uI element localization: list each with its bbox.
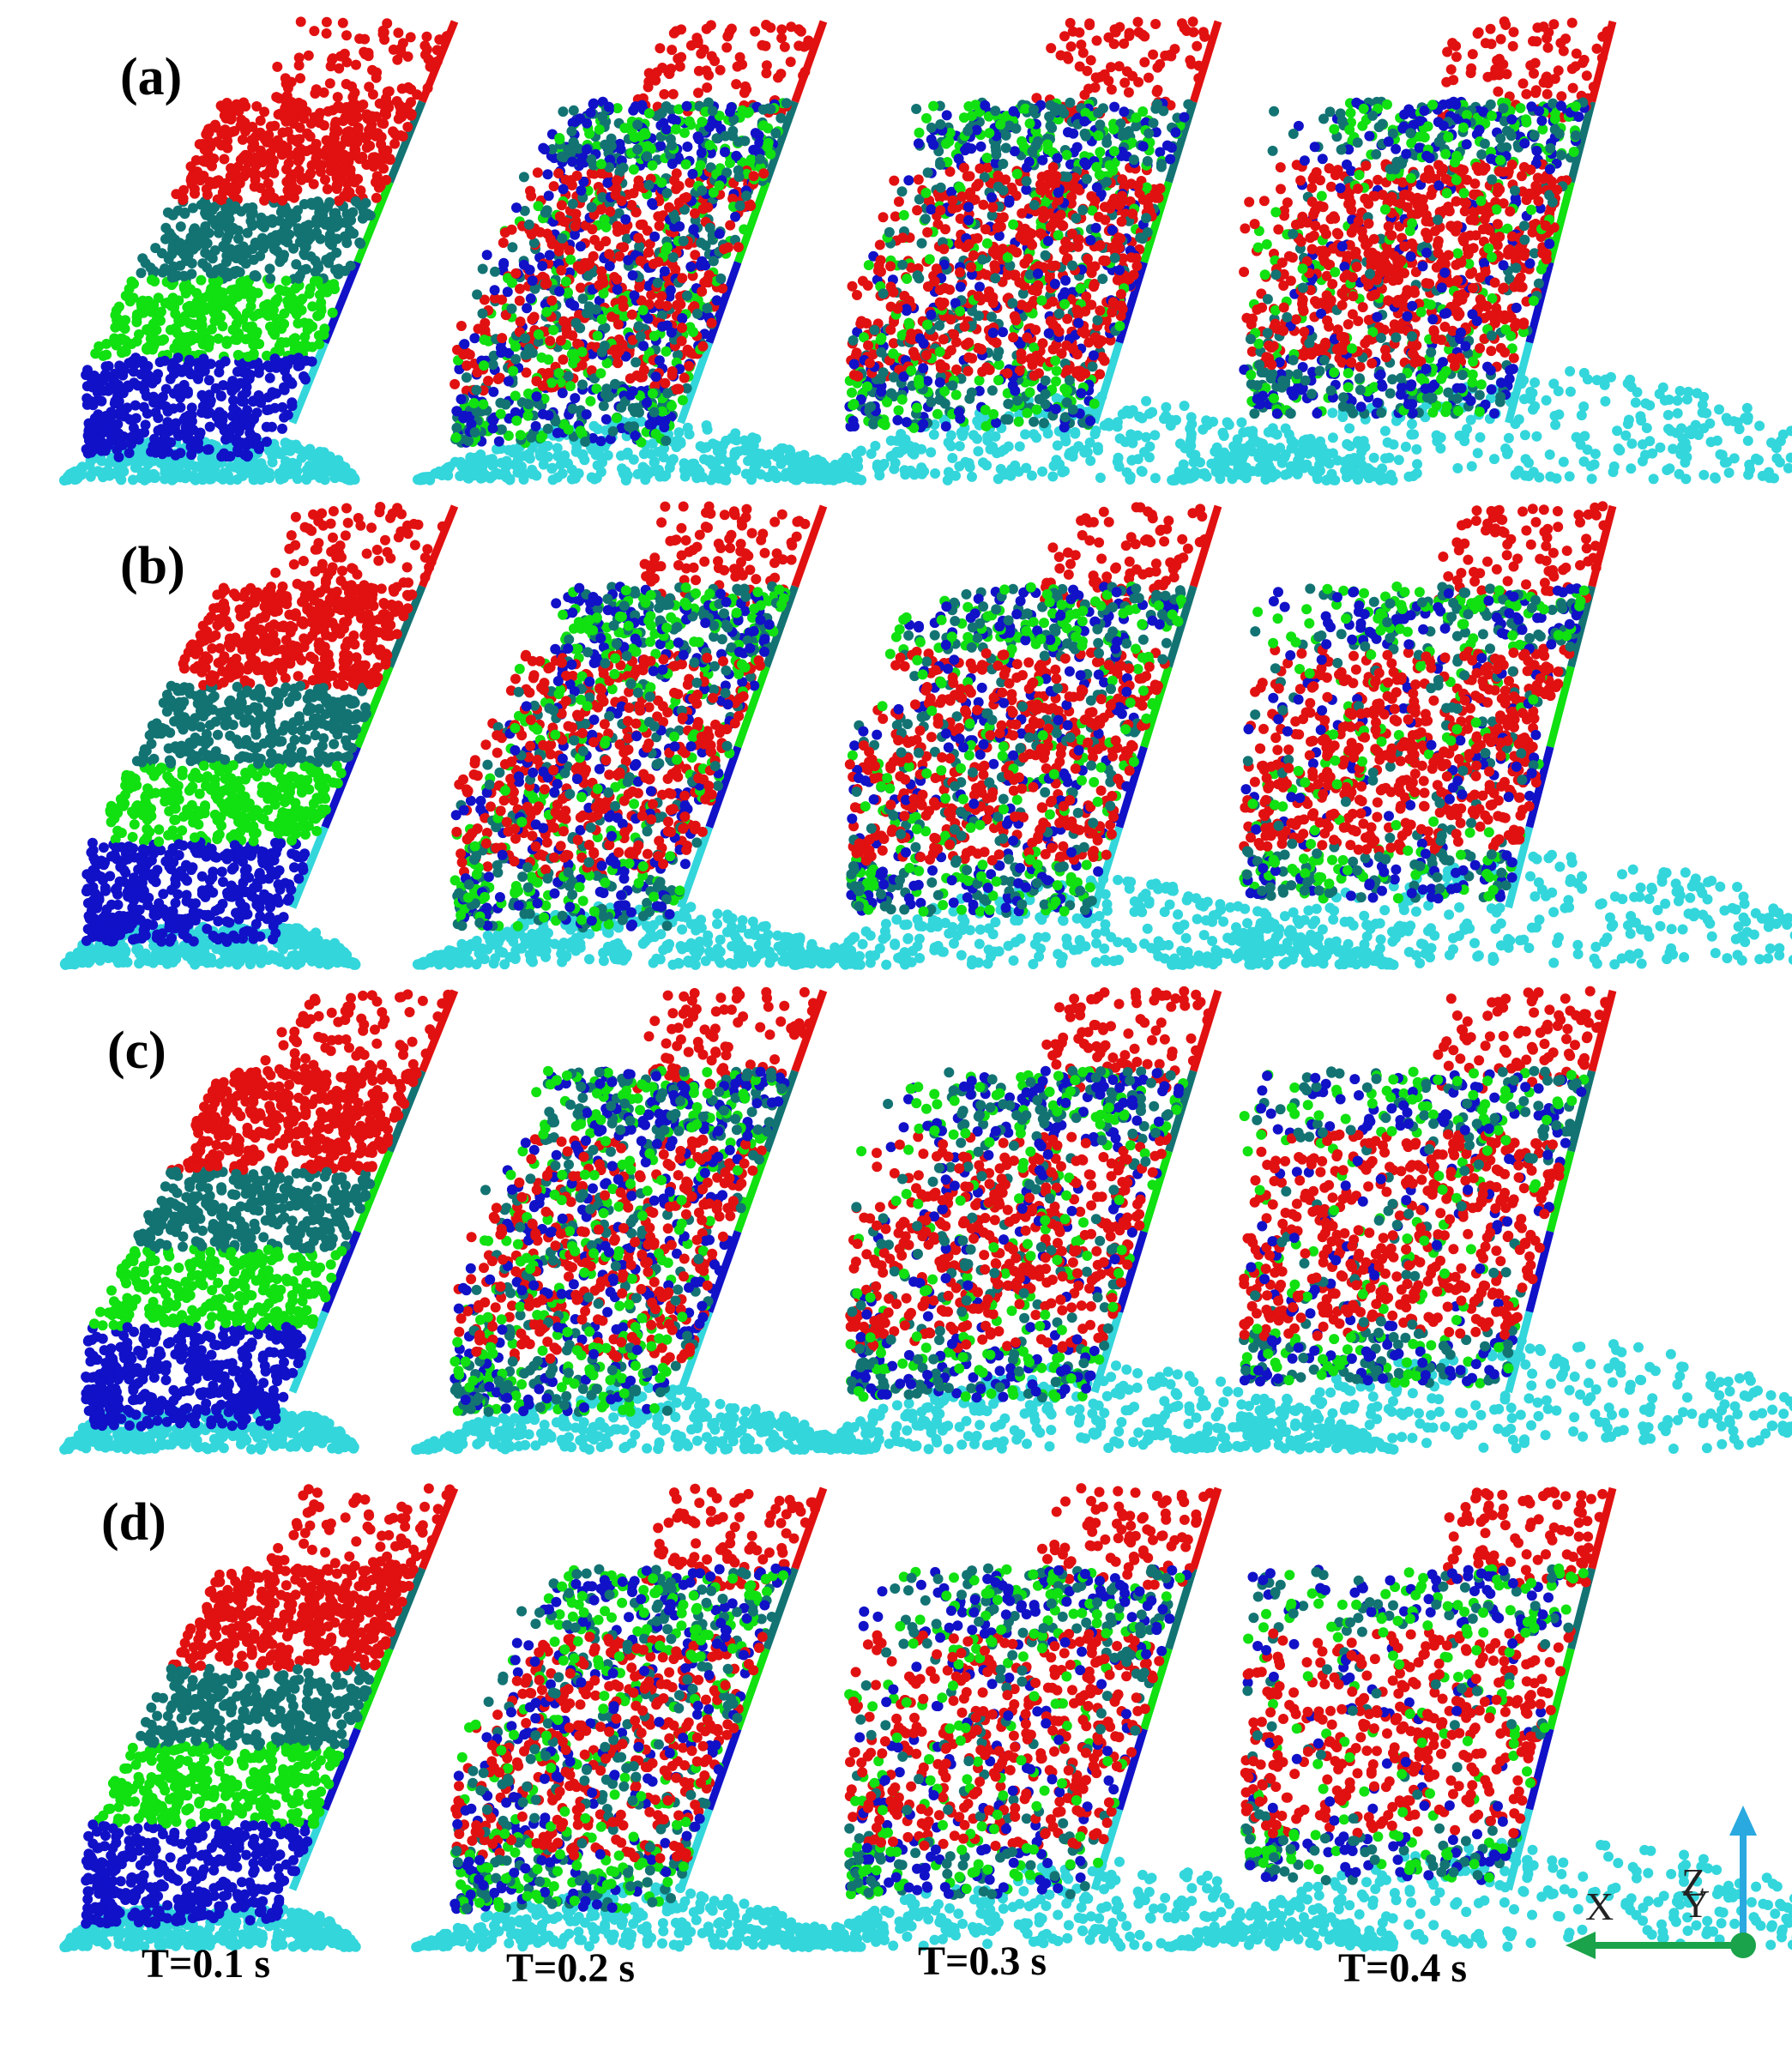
row-label-d: (d) [101,1493,166,1552]
y-axis-label: Y [1681,1882,1710,1926]
particle-panel [788,986,1398,1455]
particle-panel [790,16,1397,485]
y-axis-dot-icon [1730,1932,1756,1958]
particle-panel [59,16,455,485]
row-label-c: (c) [107,1022,166,1080]
particle-panel [413,20,866,485]
row-label-b: (b) [120,537,185,595]
particle-panel [789,502,1399,970]
particle-panel [60,502,455,970]
row-label-a: (a) [120,48,182,106]
particle-panel [411,1484,866,1952]
time-label-3: T=0.3 s [918,1938,1047,1984]
particle-panel [1167,16,1792,485]
particle-panel [59,1483,455,1952]
simulation-panels [59,16,1792,1952]
time-label-2: T=0.2 s [506,1945,635,1991]
particle-panel [1167,501,1792,970]
time-label-1: T=0.1 s [142,1941,270,1987]
time-label-4: T=0.4 s [1338,1945,1467,1991]
x-axis-label: X [1585,1884,1614,1928]
particle-panel [411,986,866,1455]
z-arrow-head-icon [1729,1806,1757,1836]
particle-panel [413,502,866,971]
particle-panel [1170,986,1792,1455]
